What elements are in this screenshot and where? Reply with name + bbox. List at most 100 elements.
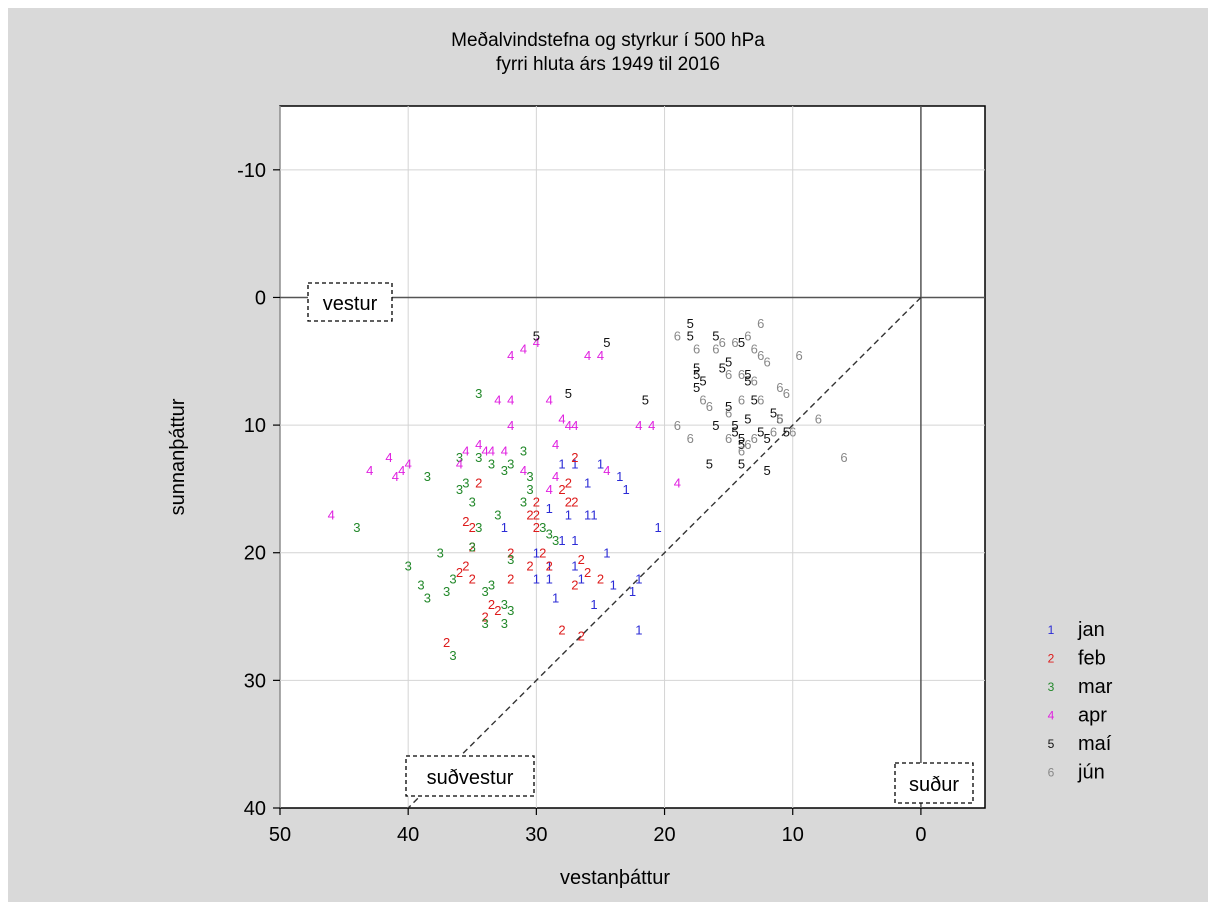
data-point-5: 5 xyxy=(731,424,738,439)
data-point-6: 6 xyxy=(744,437,751,452)
data-point-5: 5 xyxy=(770,405,777,420)
y-axis-label: sunnanþáttur xyxy=(167,398,189,515)
grid xyxy=(279,106,985,808)
data-point-3: 3 xyxy=(501,597,508,612)
legend-marker-3: 3 xyxy=(1048,680,1055,694)
legend-label-1: jan xyxy=(1077,619,1105,641)
data-point-6: 6 xyxy=(783,386,790,401)
data-point-2: 2 xyxy=(475,476,482,491)
data-point-3: 3 xyxy=(417,578,424,593)
data-point-5: 5 xyxy=(725,399,732,414)
data-point-1: 1 xyxy=(533,546,540,561)
data-point-5: 5 xyxy=(712,418,719,433)
data-point-2: 2 xyxy=(507,546,514,561)
data-point-5: 5 xyxy=(565,386,572,401)
data-point-2: 2 xyxy=(578,552,585,567)
data-point-4: 4 xyxy=(597,348,604,363)
data-point-2: 2 xyxy=(456,565,463,580)
data-point-3: 3 xyxy=(507,603,514,618)
data-point-3: 3 xyxy=(475,386,482,401)
data-point-4: 4 xyxy=(507,393,514,408)
data-point-6: 6 xyxy=(738,367,745,382)
data-point-4: 4 xyxy=(558,412,565,427)
annotation-vestur-box xyxy=(307,282,393,322)
data-point-5: 5 xyxy=(603,335,610,350)
data-point-5: 5 xyxy=(699,373,706,388)
annotation-sudvestur-label: suðvestur xyxy=(427,767,514,789)
data-point-4: 4 xyxy=(533,335,540,350)
legend-label-3: mar xyxy=(1078,676,1113,698)
data-point-1: 1 xyxy=(584,476,591,491)
data-point-2: 2 xyxy=(462,558,469,573)
data-point-6: 6 xyxy=(757,393,764,408)
data-point-2: 2 xyxy=(443,635,450,650)
diagonal-southwest-line xyxy=(407,296,922,809)
data-point-2: 2 xyxy=(526,507,533,522)
data-point-3: 3 xyxy=(526,482,533,497)
data-point-2: 2 xyxy=(533,520,540,535)
legend-label-6: jún xyxy=(1077,762,1105,784)
data-point-1: 1 xyxy=(616,469,623,484)
data-point-4: 4 xyxy=(635,418,642,433)
data-point-4: 4 xyxy=(494,393,501,408)
data-point-3: 3 xyxy=(405,558,412,573)
data-point-3: 3 xyxy=(526,469,533,484)
data-point-4: 4 xyxy=(603,463,610,478)
data-point-6: 6 xyxy=(744,329,751,344)
legend-marker-4: 4 xyxy=(1048,709,1055,723)
data-point-6: 6 xyxy=(706,399,713,414)
data-point-2: 2 xyxy=(558,482,565,497)
data-point-5: 5 xyxy=(687,316,694,331)
data-point-6: 6 xyxy=(699,393,706,408)
data-point-2: 2 xyxy=(558,622,565,637)
data-point-2: 2 xyxy=(571,495,578,510)
data-point-1: 1 xyxy=(590,507,597,522)
data-point-4: 4 xyxy=(571,418,578,433)
data-point-2: 2 xyxy=(488,597,495,612)
data-point-4: 4 xyxy=(328,507,335,522)
x-tick-label: 30 xyxy=(525,824,547,846)
data-point-3: 3 xyxy=(437,546,444,561)
data-point-5: 5 xyxy=(738,431,745,446)
data-point-5: 5 xyxy=(693,367,700,382)
data-point-3: 3 xyxy=(501,463,508,478)
data-point-1: 1 xyxy=(571,558,578,573)
data-point-6: 6 xyxy=(693,342,700,357)
data-point-4: 4 xyxy=(552,469,559,484)
data-point-1: 1 xyxy=(622,482,629,497)
data-point-3: 3 xyxy=(456,450,463,465)
data-point-6: 6 xyxy=(731,335,738,350)
data-point-3: 3 xyxy=(475,520,482,535)
annotation-sudur-box xyxy=(894,762,974,804)
data-point-5: 5 xyxy=(763,463,770,478)
data-point-4: 4 xyxy=(456,456,463,471)
data-point-1: 1 xyxy=(558,533,565,548)
data-point-5: 5 xyxy=(731,418,738,433)
data-point-3: 3 xyxy=(449,648,456,663)
data-point-3: 3 xyxy=(552,533,559,548)
data-point-5: 5 xyxy=(738,437,745,452)
data-point-2: 2 xyxy=(578,629,585,644)
data-point-4: 4 xyxy=(462,444,469,459)
legend-marker-5: 5 xyxy=(1048,737,1055,751)
data-point-3: 3 xyxy=(539,520,546,535)
data-point-4: 4 xyxy=(366,463,373,478)
data-point-1: 1 xyxy=(546,558,553,573)
data-point-1: 1 xyxy=(501,520,508,535)
chart-subtitle: fyrri hluta árs 1949 til 2016 xyxy=(496,54,720,75)
data-point-1: 1 xyxy=(610,578,617,593)
data-point-6: 6 xyxy=(751,342,758,357)
data-point-6: 6 xyxy=(725,405,732,420)
data-point-1: 1 xyxy=(565,507,572,522)
data-point-2: 2 xyxy=(481,610,488,625)
data-point-4: 4 xyxy=(546,393,553,408)
data-point-4: 4 xyxy=(584,348,591,363)
data-point-6: 6 xyxy=(763,354,770,369)
data-point-5: 5 xyxy=(719,361,726,376)
data-point-4: 4 xyxy=(398,463,405,478)
legend: 1 jan 2 feb 3 mar 4 apr 5 maí 6 jún xyxy=(1048,619,1113,784)
data-point-6: 6 xyxy=(815,412,822,427)
scatter-chart: Meðalvindstefna og styrkur í 500 hPa fyr… xyxy=(167,30,1113,889)
data-point-3: 3 xyxy=(546,527,553,542)
